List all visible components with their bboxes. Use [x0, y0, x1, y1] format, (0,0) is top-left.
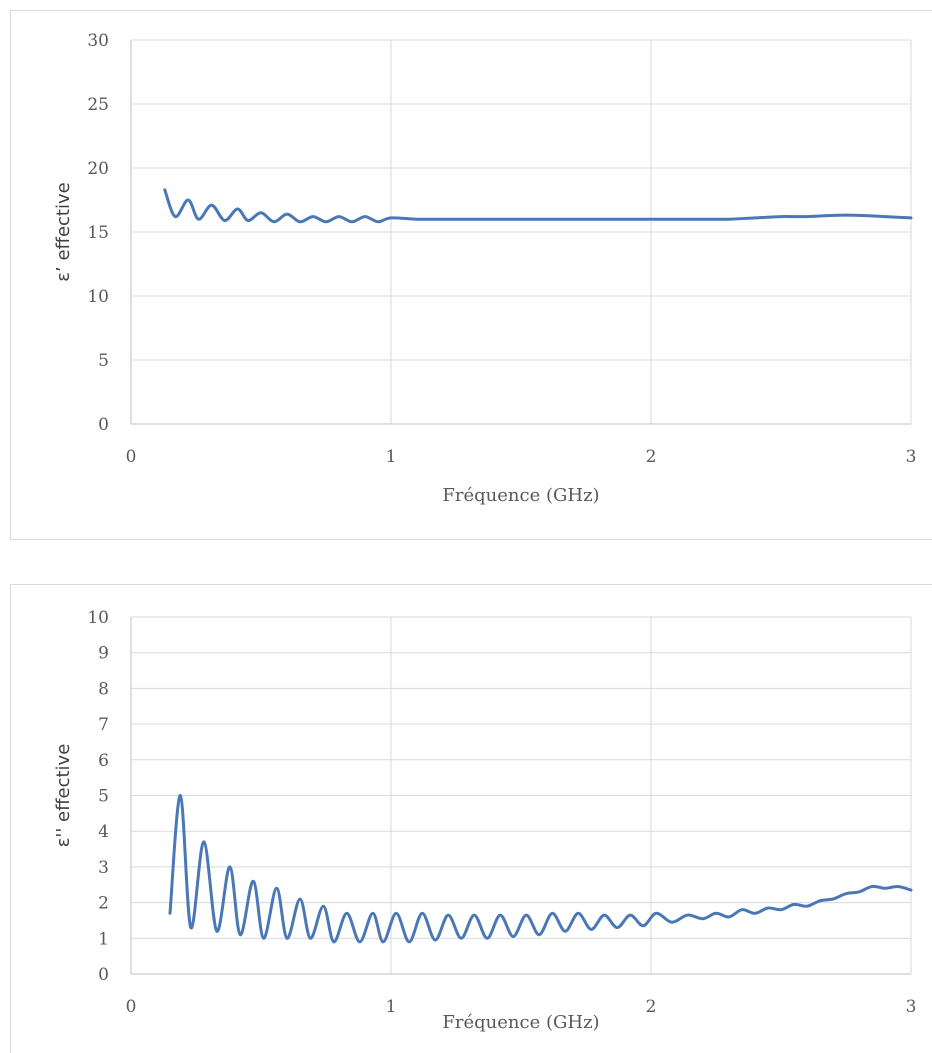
series-line [163, 188, 913, 224]
y-tick-label: 5 [98, 351, 109, 371]
y-tick-label: 25 [87, 95, 109, 115]
x-tick-label: 0 [126, 447, 137, 467]
x-tick-label: 1 [386, 997, 397, 1017]
x-axis-label: Fréquence (GHz) [442, 1012, 599, 1033]
chart-epsilon-double-prime: 0 1 2 3 4 5 6 7 8 9 10 0 1 2 3 ε'' effective Fréquence (… [53, 608, 917, 1033]
y-tick-label: 10 [87, 608, 109, 628]
y-tick-label: 0 [98, 415, 109, 435]
y-axis-label: ε’ effective [53, 182, 74, 281]
y-tick-label: 9 [98, 644, 109, 664]
y-tick-label: 0 [98, 965, 109, 985]
y-axis-label: ε'' effective [53, 744, 74, 848]
x-tick-label: 2 [646, 447, 657, 467]
y-tick-label: 20 [87, 159, 109, 179]
y-tick-label: 8 [98, 679, 109, 699]
y-tick-label: 15 [87, 223, 109, 243]
y-tick-label: 30 [87, 31, 109, 51]
chart-epsilon-prime: 0 5 10 15 20 25 30 0 1 2 3 ε’ effective Fréquence (G… [53, 31, 917, 506]
chart-panel-epsilon-prime: 0 5 10 15 20 25 30 0 1 2 3 ε’ effective Fréquence (G… [10, 10, 932, 540]
y-tick-label: 10 [87, 287, 109, 307]
y-tick-label: 4 [98, 822, 109, 842]
x-tick-label: 3 [906, 997, 917, 1017]
x-tick-label: 3 [906, 447, 917, 467]
x-tick-label: 2 [646, 997, 657, 1017]
y-tick-label: 2 [98, 894, 109, 914]
y-tick-label: 7 [98, 715, 109, 735]
y-tick-label: 6 [98, 751, 109, 771]
x-axis-label: Fréquence (GHz) [442, 485, 599, 506]
y-tick-label: 3 [98, 858, 109, 878]
chart-panel-epsilon-double-prime: 0 1 2 3 4 5 6 7 8 9 10 0 1 2 3 ε'' effective Fréquence (… [10, 584, 932, 1053]
x-tick-label: 1 [386, 447, 397, 467]
x-tick-label: 0 [126, 997, 137, 1017]
series-line [168, 793, 913, 944]
y-tick-label: 1 [98, 929, 109, 949]
y-tick-label: 5 [98, 787, 109, 807]
